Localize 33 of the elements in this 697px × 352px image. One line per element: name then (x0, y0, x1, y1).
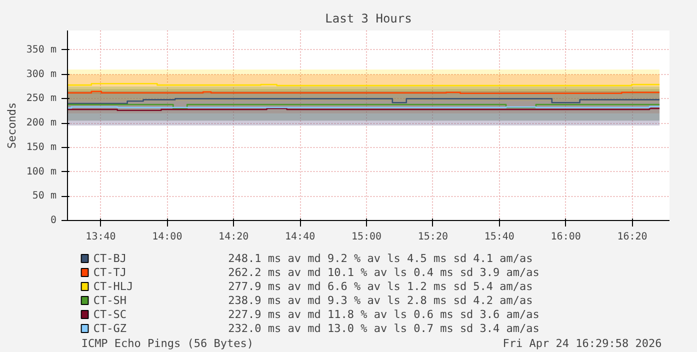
y-axis-title: Seconds (5, 102, 18, 149)
legend-label: CT-TJ (93, 266, 127, 279)
x-tick-label: 13:40 (86, 232, 116, 242)
legend-label: CT-SH (93, 294, 127, 307)
legend-label: CT-GZ (93, 322, 127, 335)
x-tick-label: 14:00 (152, 232, 182, 242)
y-tick-label: 100 m (26, 166, 57, 178)
y-tick-label: 350 m (26, 44, 57, 56)
y-tick-label: 0 (50, 215, 57, 226)
y-tick-label: 200 m (26, 118, 57, 129)
text: 277.9 ms av md 6.6 % av ls 1.2 ms sd 5.4 am/as (228, 280, 533, 293)
y-tick-label: 300 m (26, 68, 57, 80)
text: 238.9 ms av md 9.3 % av ls 2.8 ms sd 4.2 am/as (228, 294, 533, 307)
y-tick-label: 150 m (26, 142, 57, 153)
chart-title: Last 3 Hours (325, 12, 412, 26)
text: 262.2 ms av md 10.1 % av ls 0.4 ms sd 3.9 am/as (228, 266, 540, 279)
text: 248.1 ms av md 9.2 % av ls 4.5 ms sd 4.1 am/as (228, 252, 533, 265)
text: 232.0 ms av md 13.0 % av ls 0.7 ms sd 3.4 am/as (228, 322, 540, 335)
legend-label: CT-SC (93, 308, 127, 321)
x-tick-label: 15:20 (418, 232, 448, 242)
x-tick-label: 15:40 (484, 232, 514, 242)
x-tick-label: 14:20 (218, 232, 249, 242)
x-tick-label: 15:00 (351, 232, 382, 242)
legend-label: CT-HLJ (93, 280, 134, 293)
x-tick-label: 16:20 (617, 232, 648, 242)
x-tick-label: 14:40 (285, 232, 316, 242)
text: 227.9 ms av md 11.8 % av ls 0.6 ms sd 3.6 am/as (228, 308, 540, 321)
text: ICMP Echo Pings (56 Bytes) (81, 337, 254, 350)
text: Fri Apr 24 16:29:58 2026 (502, 337, 662, 350)
y-tick-label: 50 m (32, 190, 57, 202)
x-tick-label: 16:00 (550, 232, 581, 242)
legend-label: CT-BJ (93, 252, 127, 265)
y-tick-label: 250 m (26, 93, 57, 104)
